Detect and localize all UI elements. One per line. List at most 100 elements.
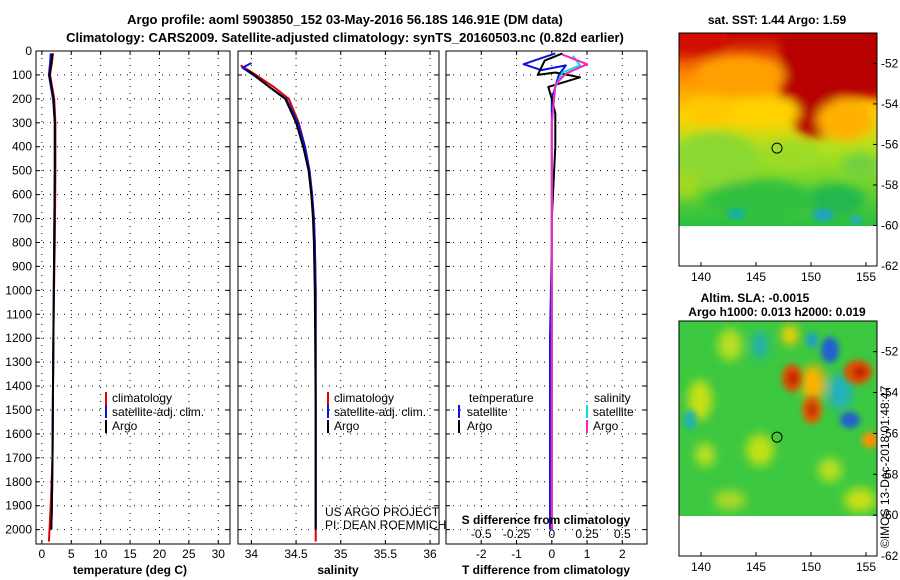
map-x-tick-label: 140: [691, 270, 711, 284]
map-x-tick-label: 155: [856, 270, 876, 284]
y-tick-label: 1500: [5, 403, 32, 417]
title-line-1: Argo profile: aoml 5903850_152 03-May-20…: [127, 12, 563, 27]
sst-map-axes: 140 145 150 155 -52 -54 -56 -58 -60 -62: [678, 32, 899, 284]
map-y-tick-label: -60: [881, 508, 899, 522]
map-y-tick-label: -58: [881, 467, 899, 481]
y-tick-label: 1100: [6, 307, 32, 321]
plot-frame: [35, 50, 231, 545]
difference-legend: temperature satellite Argo salinity sate…: [458, 391, 634, 527]
x2-tick-label: 0: [548, 527, 555, 541]
series-line-salinity-argo: [550, 53, 589, 530]
x-tick-label: 5: [68, 547, 75, 561]
map-y-tick-label: -60: [881, 218, 899, 232]
x-tick-label: 35: [334, 547, 348, 561]
legend-salinity-title: salinity: [594, 391, 631, 405]
x-tick-label: 25: [182, 547, 196, 561]
x-axis-label: temperature (deg C): [73, 563, 187, 577]
x-tick-label: -1: [511, 547, 522, 561]
legend-t-satellite: satellite: [467, 405, 508, 419]
y-tick-label: 1400: [5, 379, 32, 393]
sla-map-image: [679, 321, 877, 566]
legend-climatology: climatology: [112, 391, 172, 405]
x-tick-label: 34.5: [284, 547, 308, 561]
pi-annotation: PI: DEAN ROEMMICH: [325, 518, 446, 532]
x2-tick-label: -0.25: [503, 527, 531, 541]
legend-s-argo: Argo: [593, 419, 619, 433]
y-tick-label: 1600: [5, 427, 32, 441]
x2-tick-label: -0.5: [471, 527, 492, 541]
s-difference-label: S difference from climatology: [462, 513, 631, 527]
legend-t-argo: Argo: [467, 419, 493, 433]
map-y-tick-label: -58: [881, 178, 899, 192]
x-tick-label: 35.5: [374, 547, 398, 561]
y-tick-label: 500: [12, 164, 32, 178]
legend-temperature-title: temperature: [469, 391, 534, 405]
y-tick-label: 1200: [5, 331, 32, 345]
x-tick-label: -2: [476, 547, 487, 561]
map-frame: [678, 320, 878, 557]
y-tick-label: 400: [12, 140, 32, 154]
x2-tick-label: 0.25: [575, 527, 599, 541]
project-annotation: US ARGO PROJECT: [325, 505, 440, 519]
map-y-tick-label: -56: [881, 137, 899, 151]
sst-no-data-mask: [679, 226, 877, 266]
legend-satellite-adj: satellite-adj. clim.: [112, 405, 204, 419]
series-line-argo: [246, 69, 317, 530]
x-tick-label: 1: [584, 547, 591, 561]
x-tick-label: 15: [123, 547, 137, 561]
sla-map-title2: Argo h1000: 0.013 h2000: 0.019: [688, 305, 866, 319]
plot-frame: [237, 50, 440, 545]
x-tick-label: 34: [245, 547, 259, 561]
y-tick-label: 700: [12, 212, 32, 226]
y-tick-label: 2000: [5, 523, 32, 537]
map-y-tick-label: -56: [881, 426, 899, 440]
y-tick-label: 1800: [5, 475, 32, 489]
map-x-tick-label: 150: [801, 270, 821, 284]
map-x-tick-label: 140: [691, 560, 711, 574]
x-axis-label: salinity: [317, 563, 359, 577]
argo-position-marker: [771, 142, 783, 154]
y-tick-label: 600: [12, 188, 32, 202]
series-group: [522, 52, 589, 530]
salinity-profile-panel: 34 34.5 35 35.5 36 salinity: [237, 50, 440, 577]
series-group: [240, 62, 317, 542]
series-line-argo: [48, 53, 56, 530]
x-axis-label: T difference from climatology: [462, 563, 630, 577]
x-tick-label: 10: [94, 547, 108, 561]
title-line-2: Climatology: CARS2009. Satellite-adjuste…: [66, 30, 624, 45]
argo-position-marker: [771, 431, 783, 443]
map-x-tick-label: 150: [801, 560, 821, 574]
y-tick-label: 1300: [5, 355, 32, 369]
y-tick-label: 100: [12, 68, 32, 82]
y-tick-label: 300: [12, 116, 32, 130]
temperature-legend: climatology satellite-adj. clim. Argo: [105, 391, 204, 433]
y-tick-label: 200: [12, 92, 32, 106]
map-frame: [678, 32, 878, 267]
sla-map-axes: 140 145 150 155 -52 -54 -56 -58 -60 -62: [678, 320, 899, 574]
x-tick-label: 20: [153, 547, 167, 561]
legend-argo: Argo: [334, 419, 360, 433]
series-group: [47, 53, 57, 542]
legend-climatology: climatology: [334, 391, 394, 405]
map-y-tick-label: -52: [881, 345, 899, 359]
map-x-tick-label: 155: [856, 560, 876, 574]
map-y-tick-label: -54: [881, 386, 899, 400]
map-y-tick-label: -62: [881, 549, 899, 563]
legend-satellite-adj: satellite-adj. clim.: [334, 405, 426, 419]
map-y-tick-label: -62: [881, 259, 899, 273]
salinity-legend: climatology satellite-adj. clim. Argo US…: [325, 391, 446, 532]
map-x-tick-label: 145: [746, 270, 766, 284]
map-y-tick-label: -54: [881, 97, 899, 111]
y-tick-label: 1900: [5, 499, 32, 513]
temperature-profile-panel: 0100200300400500600700800900100011001200…: [5, 44, 231, 577]
sla-no-data-mask: [679, 516, 877, 566]
x-tick-label: 36: [423, 547, 437, 561]
x-tick-label: 2: [619, 547, 626, 561]
y-tick-label: 1700: [5, 451, 32, 465]
sla-map-title: Altim. SLA: -0.0015: [701, 291, 810, 305]
y-tick-label: 0: [25, 44, 32, 58]
y-tick-label: 900: [12, 259, 32, 273]
x-tick-label: 30: [212, 547, 226, 561]
y-tick-label: 1000: [5, 283, 32, 297]
